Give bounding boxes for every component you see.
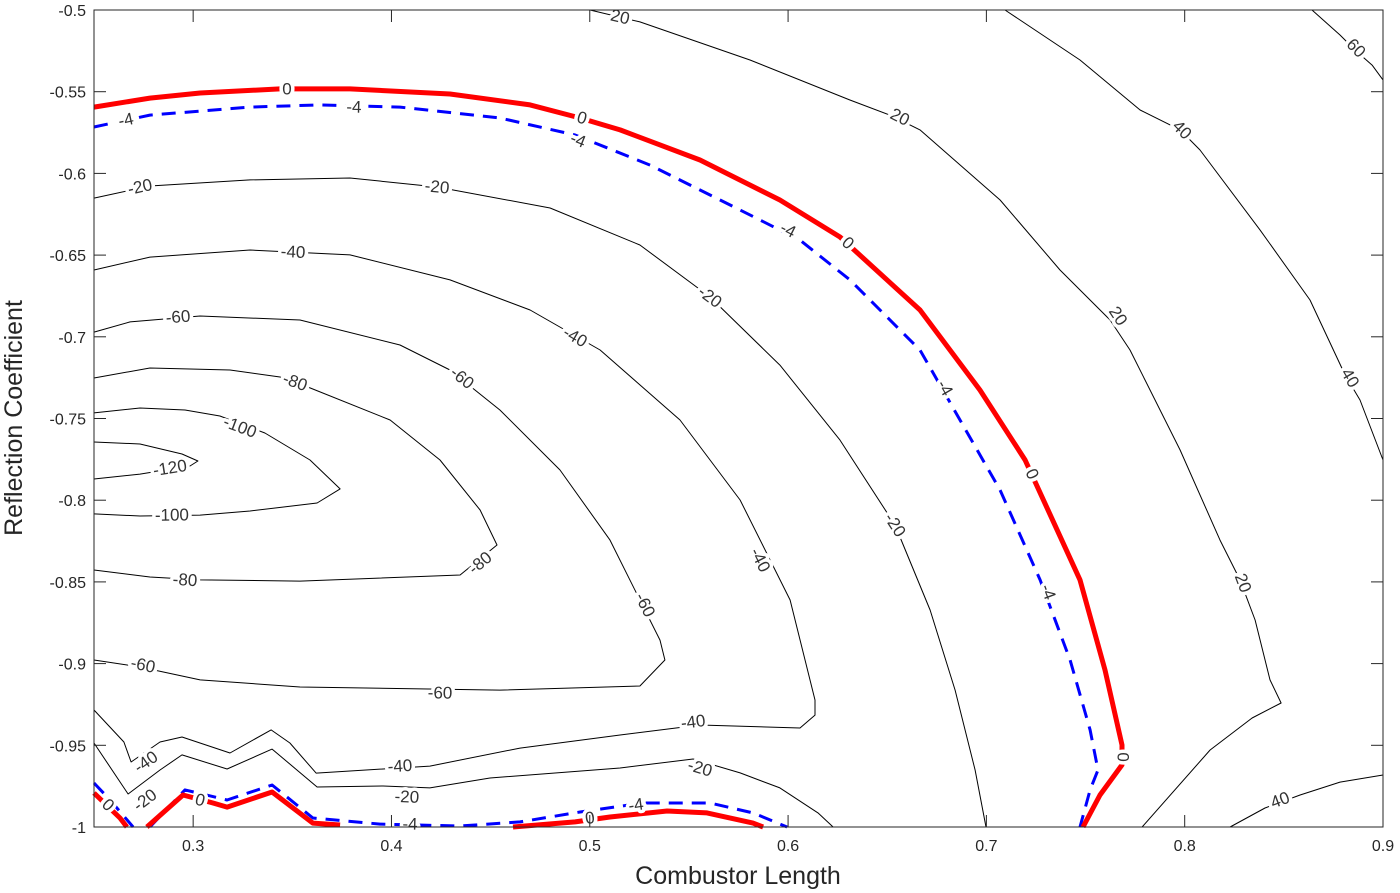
contour-label: -4 <box>402 814 418 833</box>
contour-line-level--4 <box>148 783 788 829</box>
x-axis: 0.3 0.4 0.5 0.6 0.7 0.8 0.9 <box>182 10 1394 855</box>
contour-label: -40 <box>746 545 774 575</box>
x-tick-label: 0.7 <box>975 838 997 855</box>
contour-label: -20 <box>394 787 419 807</box>
contour-label: -60 <box>165 307 191 328</box>
contour-label: -80 <box>280 369 310 395</box>
x-tick-label: 0.8 <box>1174 838 1196 855</box>
y-tick-label: -0.85 <box>50 575 87 592</box>
contour-label: -40 <box>280 242 305 262</box>
contour-label: 0 <box>282 79 291 98</box>
contour-label: 40 <box>1337 365 1363 391</box>
contour-label: -20 <box>880 510 909 541</box>
x-tick-label: 0.6 <box>777 838 799 855</box>
y-tick-label: -0.65 <box>50 248 87 265</box>
contour-label: 40 <box>1169 117 1196 144</box>
contour-line-level--80 <box>93 367 498 582</box>
contour-label: -20 <box>686 755 715 780</box>
y-tick-label: -0.95 <box>50 738 87 755</box>
contour-line-level-40 <box>1229 774 1384 828</box>
contour-line-level--20 <box>93 177 987 828</box>
y-tick-label: -0.55 <box>50 85 87 102</box>
contour-label: -60 <box>631 590 659 620</box>
contour-lines <box>92 9 1384 830</box>
contour-label: -60 <box>129 653 157 677</box>
contour-line-level-20 <box>589 9 1282 828</box>
contour-label: -120 <box>152 456 189 480</box>
x-tick-label: 0.9 <box>1372 838 1394 855</box>
contour-label: -80 <box>172 570 198 590</box>
y-tick-label: -0.75 <box>50 412 87 429</box>
contour-line-level--100 <box>93 407 341 517</box>
contour-label: -80 <box>465 548 496 578</box>
x-tick-label: 0.3 <box>182 838 204 855</box>
contour-label: 40 <box>1268 788 1292 812</box>
contour-label: 60 <box>1343 35 1370 62</box>
contour-label: 20 <box>887 104 912 129</box>
x-axis-label: Combustor Length <box>635 862 841 890</box>
contour-label: 20 <box>1105 303 1131 329</box>
contour-label: -100 <box>155 505 189 525</box>
contour-label: -40 <box>387 756 413 776</box>
contour-label: -60 <box>428 683 453 702</box>
y-tick-label: -0.9 <box>58 657 86 674</box>
contour-line-level--4 <box>92 781 135 828</box>
contour-line-level--120 <box>93 441 199 480</box>
contour-line-level--20 <box>93 742 834 828</box>
contour-label: 0 <box>1114 752 1133 761</box>
contour-line-level-0 <box>512 808 765 830</box>
contour-label: 20 <box>1231 571 1255 595</box>
y-axis-label: Reflection Coefficient <box>0 300 28 536</box>
contour-label: -4 <box>568 128 589 151</box>
contour-label: -4 <box>117 109 136 131</box>
contour-line-level-0 <box>93 86 1125 829</box>
contour-label: -100 <box>221 412 260 442</box>
contour-label: -4 <box>777 218 799 242</box>
x-tick-label: 0.4 <box>380 838 402 855</box>
y-tick-label: -0.7 <box>58 330 86 347</box>
contour-label: -20 <box>424 176 450 197</box>
contour-line-level--60 <box>93 315 666 691</box>
contour-label: -4 <box>1037 582 1060 603</box>
contour-line-level-40 <box>1004 9 1384 461</box>
contour-line-level-0 <box>145 789 341 829</box>
y-tick-label: -0.5 <box>58 3 86 20</box>
y-axis: -0.5 -0.55 -0.6 -0.65 -0.7 -0.75 -0.8 -0.85 -0.9… <box>50 3 1383 837</box>
contour-line-level-60 <box>1311 9 1384 81</box>
contour-label: 20 <box>609 6 632 29</box>
y-tick-label: -0.8 <box>58 493 86 510</box>
contour-line-level--40 <box>93 249 816 774</box>
contour-label: -4 <box>346 97 362 116</box>
contour-label: -20 <box>126 175 154 199</box>
contour-line-level--4 <box>93 103 1100 828</box>
x-tick-label: 0.5 <box>579 838 601 855</box>
y-tick-label: -1 <box>72 820 86 837</box>
contour-label: -40 <box>680 711 707 733</box>
contour-line-level-0 <box>92 791 129 829</box>
y-tick-label: -0.6 <box>58 166 86 183</box>
contour-label: -40 <box>560 323 591 352</box>
contour-label: -4 <box>627 794 645 815</box>
